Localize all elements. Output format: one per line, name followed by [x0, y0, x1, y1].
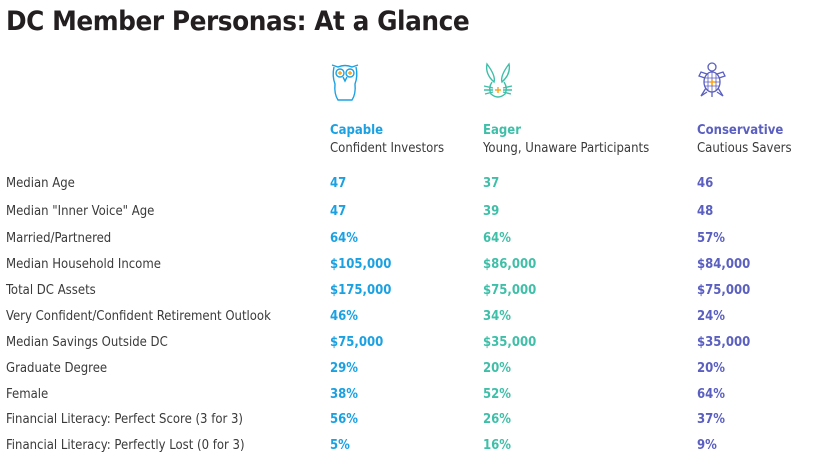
value-capable: $75,000 [330, 335, 384, 350]
value-eager: 64% [483, 231, 511, 246]
value-capable: $105,000 [330, 257, 392, 272]
value-eager: 37 [483, 176, 500, 191]
persona-conservative: Conservative Cautious Savers [697, 62, 792, 156]
value-capable: 29% [330, 361, 358, 376]
rabbit-icon [483, 62, 513, 98]
value-eager: 34% [483, 309, 511, 324]
value-capable: 47 [330, 204, 347, 219]
value-capable: 47 [330, 176, 347, 191]
persona-subtitle: Confident Investors [330, 141, 445, 156]
value-conservative: 64% [697, 387, 725, 402]
table-row: Very Confident/Confident Retirement Outl… [0, 309, 840, 329]
row-label: Female [6, 387, 49, 402]
persona-name: Eager [483, 123, 521, 138]
value-eager: 16% [483, 438, 511, 453]
value-conservative: 48 [697, 204, 714, 219]
row-label: Median "Inner Voice" Age [6, 204, 155, 219]
value-conservative: 57% [697, 231, 725, 246]
table-row: Married/Partnered 64% 64% 57% [0, 231, 840, 251]
table-row: Median Savings Outside DC $75,000 $35,00… [0, 335, 840, 355]
value-conservative: $75,000 [697, 283, 751, 298]
table-row: Total DC Assets $175,000 $75,000 $75,000 [0, 283, 840, 303]
value-eager: 39 [483, 204, 500, 219]
row-label: Married/Partnered [6, 231, 112, 246]
turtle-icon [698, 62, 726, 97]
row-label: Median Savings Outside DC [6, 335, 168, 350]
row-label: Median Household Income [6, 257, 161, 272]
persona-name: Capable [330, 123, 384, 138]
owl-icon [331, 64, 359, 101]
table-row: Graduate Degree 29% 20% 20% [0, 361, 840, 381]
value-conservative: $84,000 [697, 257, 751, 272]
value-capable: 56% [330, 412, 358, 427]
row-label: Graduate Degree [6, 361, 108, 376]
row-label: Financial Literacy: Perfect Score (3 for… [6, 412, 243, 427]
value-eager: $75,000 [483, 283, 537, 298]
value-eager: $35,000 [483, 335, 537, 350]
persona-capable: Capable Confident Investors [330, 62, 444, 156]
table-row: Median "Inner Voice" Age 47 39 48 [0, 204, 840, 224]
value-conservative: $35,000 [697, 335, 751, 350]
value-conservative: 24% [697, 309, 725, 324]
persona-name: Conservative [697, 123, 784, 138]
value-conservative: 9% [697, 438, 717, 453]
row-label: Financial Literacy: Perfectly Lost (0 fo… [6, 438, 245, 453]
value-capable: 46% [330, 309, 358, 324]
value-conservative: 20% [697, 361, 725, 376]
table-row: Median Household Income $105,000 $86,000… [0, 257, 840, 277]
persona-subtitle: Cautious Savers [697, 141, 792, 156]
table-row: Financial Literacy: Perfect Score (3 for… [0, 412, 840, 432]
value-capable: 38% [330, 387, 358, 402]
value-conservative: 37% [697, 412, 725, 427]
page-title: DC Member Personas: At a Glance [6, 6, 470, 37]
table-row: Financial Literacy: Perfectly Lost (0 fo… [0, 438, 840, 458]
row-label: Very Confident/Confident Retirement Outl… [6, 309, 271, 324]
row-label: Median Age [6, 176, 75, 191]
value-conservative: 46 [697, 176, 714, 191]
value-eager: 26% [483, 412, 511, 427]
value-capable: 5% [330, 438, 350, 453]
table-row: Median Age 47 37 46 [0, 176, 840, 196]
value-capable: $175,000 [330, 283, 392, 298]
table-row: Female 38% 52% 64% [0, 387, 840, 407]
value-eager: $86,000 [483, 257, 537, 272]
value-eager: 20% [483, 361, 511, 376]
value-capable: 64% [330, 231, 358, 246]
persona-subtitle: Young, Unaware Participants [483, 141, 650, 156]
persona-eager: Eager Young, Unaware Participants [483, 62, 649, 156]
row-label: Total DC Assets [6, 283, 96, 298]
value-eager: 52% [483, 387, 511, 402]
